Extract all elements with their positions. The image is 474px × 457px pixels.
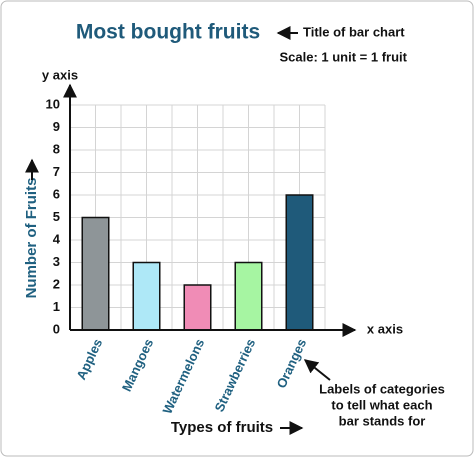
bar (183, 284, 212, 331)
y-axis-name: y axis (42, 67, 78, 82)
bar (285, 194, 314, 331)
y-tick-label: 1 (53, 299, 60, 314)
y-tick-label: 7 (53, 164, 60, 179)
y-tick-label: 4 (53, 231, 61, 246)
y-tick-label: 5 (53, 209, 60, 224)
y-tick-label: 9 (53, 119, 60, 134)
x-axis-title: Types of fruits (171, 419, 273, 436)
bar (234, 261, 263, 331)
x-tick-label: Watermelons (159, 336, 207, 416)
y-tick-label: 10 (46, 96, 60, 111)
x-tick-label: Mangoes (119, 336, 156, 393)
scale-note: Scale: 1 unit = 1 fruit (279, 49, 407, 64)
x-tick-label: Strawberries (211, 336, 258, 414)
arrow (303, 359, 331, 381)
category-note: to tell what each (331, 397, 432, 412)
x-tick-label: Oranges (273, 336, 309, 390)
title-note: Title of bar chart (303, 24, 405, 39)
bar (132, 261, 161, 331)
x-tick-label: Apples (73, 336, 105, 382)
y-tick-label: 3 (53, 254, 60, 269)
chart-title: Most bought fruits (76, 21, 260, 44)
y-tick-label: 2 (53, 276, 60, 291)
y-axis-title: Number of Fruits (23, 178, 40, 299)
y-tick-label: 8 (53, 141, 60, 156)
bar (81, 216, 110, 331)
y-tick-label: 0 (53, 321, 60, 336)
x-axis-name: x axis (367, 321, 403, 336)
y-tick-label: 6 (53, 186, 60, 201)
category-note: Labels of categories (319, 381, 445, 396)
category-note: bar stands for (339, 413, 426, 428)
